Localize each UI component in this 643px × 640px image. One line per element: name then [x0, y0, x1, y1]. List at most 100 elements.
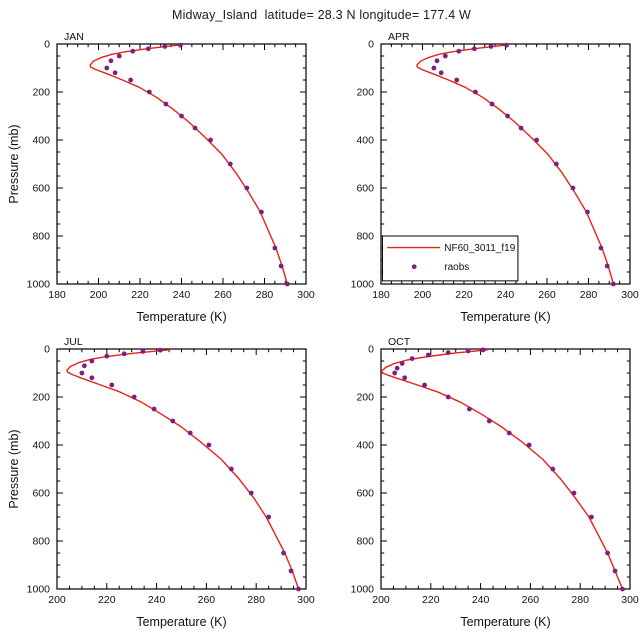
model-line: [415, 44, 614, 285]
obs-dot: [177, 42, 183, 48]
obs-dot: [295, 586, 301, 592]
svg-text:260: 260: [538, 289, 556, 301]
obs-dot: [265, 514, 271, 520]
x-axis-ticks: [56, 44, 306, 284]
obs-dot: [163, 101, 168, 107]
obs-dot: [504, 113, 510, 119]
svg-text:1000: 1000: [350, 584, 374, 596]
obs-dot: [553, 161, 559, 167]
obs-dot: [438, 70, 444, 76]
obs-dot: [506, 430, 512, 436]
svg-text:1000: 1000: [26, 584, 50, 596]
plot-border: [55, 348, 307, 590]
legend-obs-dot: [411, 264, 417, 270]
obs-dot: [88, 375, 94, 381]
panel-month-label: OCT: [388, 336, 411, 348]
svg-text:200: 200: [32, 392, 50, 404]
svg-text:200: 200: [356, 87, 374, 99]
obs-dot: [127, 77, 133, 83]
obs-dot: [116, 53, 122, 59]
obs-dot: [227, 161, 233, 167]
obs-dot: [112, 70, 117, 76]
obs-dot: [243, 185, 249, 191]
obs-dot: [169, 418, 175, 424]
x-axis-title: Temperature (K): [136, 615, 226, 629]
obs-dot: [228, 466, 234, 472]
obs-dot: [88, 358, 94, 364]
svg-text:400: 400: [356, 440, 374, 452]
obs-dot: [471, 46, 477, 52]
panel-month-label: APR: [388, 31, 410, 43]
obs-dot: [145, 46, 151, 52]
obs-dot: [526, 442, 532, 448]
obs-dot: [425, 352, 431, 358]
svg-text:240: 240: [471, 594, 489, 606]
svg-text:0: 0: [368, 39, 374, 51]
svg-text:600: 600: [32, 183, 50, 195]
svg-text:300: 300: [621, 289, 639, 301]
model-line: [65, 349, 299, 590]
obs-dot: [533, 137, 539, 143]
panel-jul-chart: 200 220 240 260 280 300 0 200 400 600 800 1000 JUL Te…: [7, 336, 315, 629]
svg-text:400: 400: [32, 440, 50, 452]
tick-labels: 200 220 240 260 280 300 0 200 400 600 800 1000: [350, 344, 638, 607]
svg-text:240: 240: [496, 289, 514, 301]
obs-dot: [584, 209, 590, 215]
obs-dot: [571, 490, 576, 496]
panel-jan-chart: 180 200 220 240 260 280 300 0 200 400 600 800 1000 JA…: [7, 31, 315, 324]
svg-text:800: 800: [356, 536, 374, 548]
obs-dot: [401, 375, 407, 381]
panel-jan: 180 200 220 240 260 280 300 0 200 400 600 800 1000 JA…: [5, 28, 315, 333]
legend-model-label: NF60_3011_f19: [444, 243, 515, 254]
panel-oct-chart: 200 220 240 260 280 300 0 200 400 600 800 1000 OCT Te…: [350, 336, 638, 629]
svg-text:300: 300: [297, 594, 315, 606]
panel-oct: 200 220 240 260 280 300 0 200 400 600 800 1000 OCT Te…: [329, 333, 639, 638]
obs-dot: [103, 353, 109, 359]
obs-dot: [480, 347, 485, 353]
panel-apr-chart: 180 200 220 240 260 280 300 0 200 400 600 800 1000 NF…: [350, 31, 639, 324]
svg-text:800: 800: [32, 231, 50, 243]
legend-obs-label: raobs: [444, 262, 469, 273]
obs-dot: [258, 209, 264, 215]
svg-text:280: 280: [247, 594, 265, 606]
svg-text:0: 0: [368, 344, 374, 356]
obs-dot: [604, 263, 610, 269]
obs-dot: [280, 550, 286, 556]
obs-dot: [140, 349, 145, 354]
obs-dot: [288, 568, 293, 574]
obs-dot: [103, 65, 109, 71]
svg-text:280: 280: [579, 289, 597, 301]
svg-text:800: 800: [356, 231, 374, 243]
obs-dot: [81, 363, 87, 369]
svg-text:200: 200: [32, 87, 50, 99]
obs-dot: [549, 466, 555, 472]
panel-jul: 200 220 240 260 280 300 0 200 400 600 800 1000 JUL Te…: [5, 333, 315, 638]
obs-dot: [486, 418, 492, 424]
svg-text:300: 300: [621, 594, 639, 606]
svg-text:260: 260: [214, 289, 232, 301]
obs-dot: [445, 394, 451, 400]
model-line: [89, 44, 288, 285]
svg-text:200: 200: [356, 392, 374, 404]
y-axis-title: Pressure (mb): [7, 429, 21, 508]
svg-text:0: 0: [44, 344, 50, 356]
obs-dot: [79, 370, 84, 376]
tick-labels: 180 200 220 240 260 280 300 0 200 400 600 800 1000: [26, 39, 314, 302]
obs-dot: [108, 382, 114, 388]
panel-month-label: JAN: [64, 31, 84, 43]
plot-border: [55, 43, 307, 285]
obs-dot: [610, 281, 616, 287]
svg-text:240: 240: [147, 594, 165, 606]
tick-labels: 200 220 240 260 280 300 0 200 400 600 800 1000: [26, 344, 314, 607]
y-axis-ticks: [56, 348, 306, 590]
model-line: [380, 349, 623, 590]
obs-dot: [445, 350, 451, 355]
svg-text:220: 220: [455, 289, 473, 301]
obs-dot: [488, 44, 493, 49]
x-axis-title: Temperature (K): [460, 310, 550, 324]
obs-dot: [472, 89, 478, 95]
obs-dot: [131, 394, 137, 400]
y-axis-title: Pressure (mb): [7, 124, 21, 203]
